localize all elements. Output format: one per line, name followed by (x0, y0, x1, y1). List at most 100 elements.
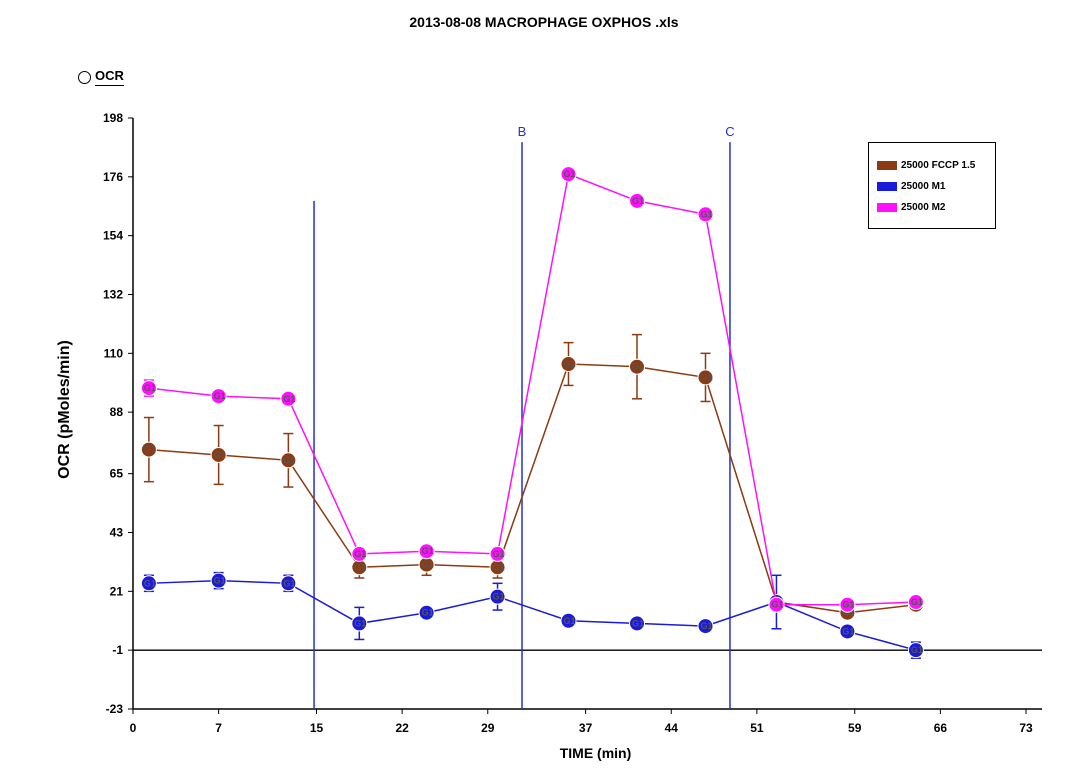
y-tick-label: -1 (112, 643, 123, 657)
y-tick-label: 176 (103, 170, 123, 184)
data-point-label: G1 (700, 372, 712, 382)
data-point (839, 623, 856, 640)
x-tick-label: 15 (310, 721, 324, 735)
y-tick-label: -23 (106, 702, 124, 716)
data-point (697, 618, 714, 635)
data-point-label: G1 (563, 616, 575, 626)
data-point-label: G1 (493, 549, 505, 559)
x-tick-label: 59 (848, 721, 862, 735)
data-point-label: G1 (632, 196, 644, 206)
x-axis-label: TIME (min) (560, 745, 632, 761)
series-25000-m2: G1 G1 G1 G1 G1 G1 G1 G1 G1 G1 G1 G1 (140, 166, 924, 613)
injection-label: B (518, 124, 527, 139)
chart-title: 2013-08-08 MACROPHAGE OXPHOS .xls (409, 14, 679, 30)
data-point (418, 543, 435, 560)
legend-swatch (877, 203, 897, 212)
data-point (489, 545, 506, 562)
data-point-label: G1 (354, 618, 366, 628)
data-point (280, 390, 297, 407)
data-point (560, 612, 577, 629)
data-point-label: G1 (144, 578, 156, 588)
data-point (280, 452, 297, 469)
legend-label: 25000 FCCP 1.5 (901, 160, 976, 171)
legend-swatch (877, 161, 897, 170)
data-point-label: G1 (422, 608, 434, 618)
y-tick-label: 154 (103, 229, 123, 243)
radio-circle-icon[interactable] (78, 70, 91, 84)
data-point-label: G1 (144, 383, 156, 393)
legend-swatch (877, 182, 897, 191)
data-point (351, 545, 368, 562)
data-point-label: G1 (563, 359, 575, 369)
data-point-label: G1 (700, 621, 712, 631)
data-point-label: G1 (144, 445, 156, 455)
legend: 25000 FCCP 1.5 25000 M1 25000 M2 (868, 142, 996, 229)
data-point-label: G1 (563, 169, 575, 179)
injection-label: C (725, 124, 734, 139)
data-point-label: G1 (842, 626, 854, 636)
legend-item: 25000 M1 (869, 176, 995, 197)
data-point (210, 572, 227, 589)
data-point-label: G1 (283, 394, 295, 404)
x-tick-label: 0 (130, 721, 137, 735)
legend-item: 25000 M2 (869, 197, 995, 218)
legend-label: 25000 M1 (901, 181, 946, 192)
y-tick-label: 132 (103, 287, 123, 301)
data-point-label: G1 (354, 549, 366, 559)
y-tick-label: 110 (104, 346, 124, 360)
series-line (148, 579, 917, 651)
x-tick-label: 22 (395, 721, 409, 735)
data-point (280, 575, 297, 592)
data-point (628, 192, 645, 209)
x-tick-label: 29 (481, 721, 495, 735)
data-point (697, 369, 714, 386)
data-point-label: G1 (493, 592, 505, 602)
x-tick-label: 7 (215, 721, 222, 735)
panel-label-text: OCR (95, 68, 124, 86)
data-point (560, 356, 577, 373)
y-tick-label: 198 (103, 111, 123, 125)
legend-item: 25000 FCCP 1.5 (869, 155, 995, 176)
legend-label: 25000 M2 (901, 202, 946, 213)
data-point-label: G1 (214, 576, 226, 586)
series-line (148, 363, 916, 614)
data-point (628, 358, 645, 375)
data-point-label: G1 (214, 391, 226, 401)
data-point-label: G1 (911, 597, 923, 607)
data-point-label: G1 (493, 562, 505, 572)
data-point (210, 388, 227, 405)
data-point (907, 642, 924, 659)
y-axis-label: OCR (pMoles/min) (56, 340, 73, 479)
data-point-label: G1 (283, 455, 295, 465)
data-point-label: G1 (842, 600, 854, 610)
data-point (418, 604, 435, 621)
y-tick-label: 43 (110, 526, 124, 540)
data-point (140, 380, 157, 397)
data-point-label: G1 (842, 608, 854, 618)
data-point (768, 596, 785, 613)
data-point (140, 575, 157, 592)
data-point (351, 615, 368, 632)
data-point-label: G1 (283, 578, 295, 588)
data-point (560, 166, 577, 183)
data-point (628, 615, 645, 632)
x-tick-label: 66 (934, 721, 948, 735)
data-point (697, 206, 714, 223)
x-tick-label: 73 (1019, 721, 1033, 735)
data-point-label: G1 (632, 618, 644, 628)
data-point (907, 594, 924, 611)
data-point-label: G1 (422, 546, 434, 556)
panel-label: OCR (78, 68, 124, 86)
data-point (839, 596, 856, 613)
data-point (489, 588, 506, 605)
y-tick-label: 65 (110, 467, 124, 481)
series-line (148, 173, 916, 606)
data-point-label: G1 (422, 560, 434, 570)
data-point-label: G1 (354, 562, 366, 572)
data-point (210, 446, 227, 463)
x-tick-label: 37 (579, 721, 593, 735)
y-tick-label: 21 (110, 584, 124, 598)
data-point (140, 441, 157, 458)
